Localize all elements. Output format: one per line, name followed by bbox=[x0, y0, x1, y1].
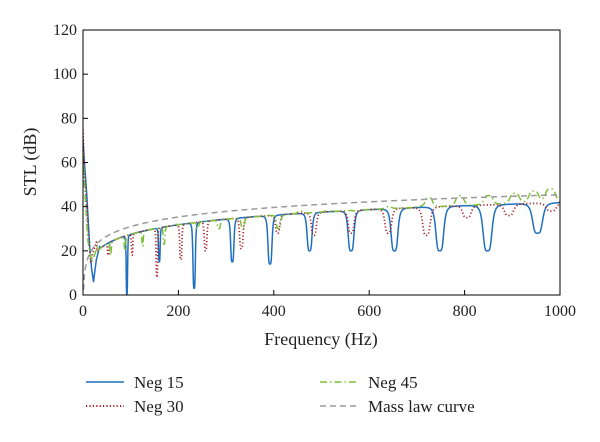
series-layer bbox=[83, 129, 560, 295]
y-tick-label: 120 bbox=[53, 22, 77, 39]
y-tick-label: 0 bbox=[69, 287, 77, 304]
series-line-1 bbox=[83, 129, 560, 279]
x-tick-label: 600 bbox=[357, 303, 381, 320]
legend-label: Mass law curve bbox=[368, 397, 475, 416]
series-line-2 bbox=[83, 151, 560, 263]
x-tick-label: 1000 bbox=[544, 303, 576, 320]
legend-label: Neg 15 bbox=[134, 373, 184, 392]
y-tick-label: 100 bbox=[53, 66, 77, 83]
y-axis-title: STL (dB) bbox=[20, 128, 41, 197]
x-axis-title: Frequency (Hz) bbox=[264, 329, 377, 350]
legend-label: Neg 30 bbox=[134, 397, 184, 416]
y-tick-label: 80 bbox=[61, 110, 77, 127]
y-axis: 0 20 40 60 80 100 120 bbox=[53, 22, 88, 304]
y-tick-label: 60 bbox=[61, 155, 77, 172]
x-axis: 0 200 400 600 800 1000 bbox=[79, 290, 576, 320]
plot-frame bbox=[82, 29, 561, 296]
legend: Neg 15 Neg 30 Neg 45 Mass law curve bbox=[86, 373, 475, 416]
x-tick-label: 200 bbox=[166, 303, 190, 320]
y-tick-label: 40 bbox=[61, 199, 77, 216]
x-tick-label: 800 bbox=[453, 303, 477, 320]
x-tick-label: 0 bbox=[79, 303, 87, 320]
legend-label: Neg 45 bbox=[368, 373, 418, 392]
series-line-3 bbox=[83, 194, 560, 291]
x-tick-label: 400 bbox=[262, 303, 286, 320]
series-line-0 bbox=[83, 140, 560, 295]
y-tick-label: 20 bbox=[61, 243, 77, 260]
